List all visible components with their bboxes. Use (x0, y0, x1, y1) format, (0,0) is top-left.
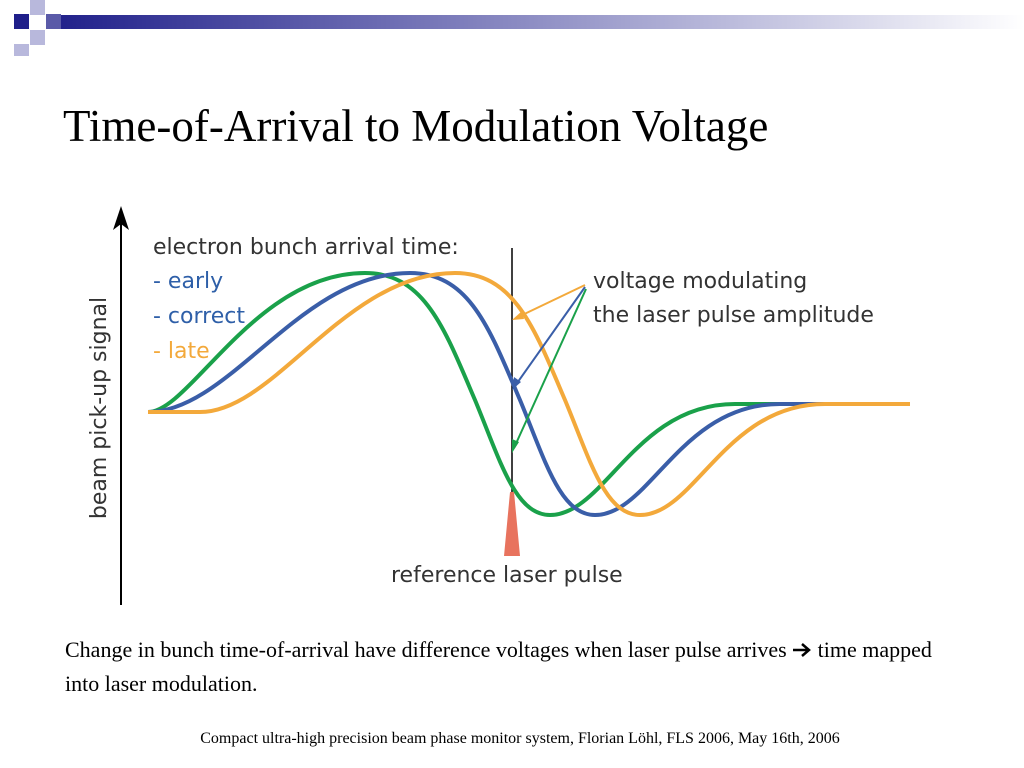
laser-pulse (504, 492, 520, 556)
y-axis-label: beam pick-up signal (87, 297, 112, 519)
axis-arrow (113, 206, 129, 230)
body-part: Change in bunch time-of-arrival have dif… (65, 637, 787, 662)
footer: Compact ultra-high precision beam phase … (200, 730, 840, 747)
arrow-head (512, 377, 521, 390)
body-part: time mapped into laser modulation. (65, 637, 932, 696)
legend-heading: electron bunch arrival time: (153, 235, 459, 260)
reference-label: reference laser pulse (391, 563, 623, 588)
slide-title: Time-of-Arrival to Modulation Voltage (63, 101, 769, 151)
legend-item: - late (153, 339, 210, 364)
arrow-head (512, 439, 519, 453)
deco-square (30, 30, 45, 45)
deco-square (14, 14, 29, 29)
legend-item: - early (153, 269, 223, 294)
annotation-arrow (513, 288, 587, 449)
arrow-head (512, 311, 524, 320)
annotation: voltage modulating (593, 269, 807, 294)
curve-correct (147, 270, 910, 518)
annotation-arrow (514, 286, 586, 387)
deco-square (46, 14, 61, 29)
deco-square (14, 44, 29, 56)
annotation: the laser pulse amplitude (593, 303, 874, 328)
curve-early (147, 270, 910, 518)
legend-item: - correct (153, 304, 245, 329)
annotation-arrow (515, 284, 586, 319)
deco-square (30, 0, 45, 15)
curve-late (148, 270, 910, 518)
header-bar (48, 15, 1024, 29)
arrow-icon (793, 643, 812, 657)
body-text: Change in bunch time-of-arrival have dif… (65, 633, 935, 701)
